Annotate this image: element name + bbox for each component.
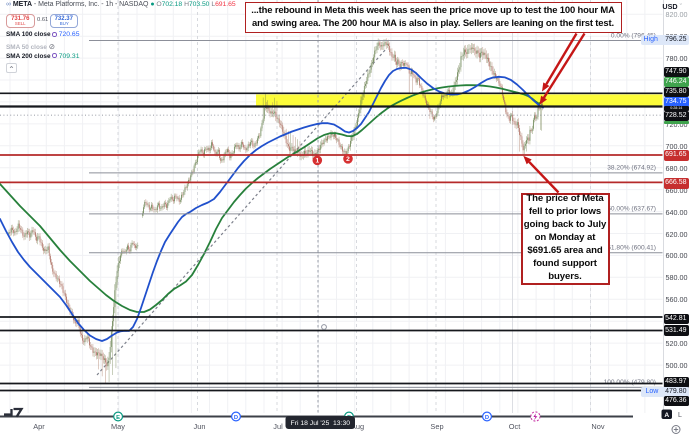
svg-text:38.20% (674.92): 38.20% (674.92) [607, 165, 656, 172]
svg-text:Jul: Jul [273, 422, 283, 431]
svg-text:L: L [678, 412, 682, 419]
svg-text:100.00% (479.80): 100.00% (479.80) [604, 379, 656, 386]
svg-text:A: A [664, 412, 669, 419]
svg-text:2: 2 [346, 156, 350, 163]
svg-text:D: D [485, 415, 489, 421]
svg-text:Fri 18 Jul '25 13:30: Fri 18 Jul '25 13:30 [291, 420, 351, 427]
svg-text:Nov: Nov [591, 422, 604, 431]
svg-text:0.00% (796.45): 0.00% (796.45) [611, 32, 656, 39]
svg-text:1: 1 [315, 158, 319, 165]
svg-text:Aug: Aug [351, 422, 364, 431]
svg-text:Oct: Oct [509, 422, 521, 431]
svg-text:Sep: Sep [430, 422, 443, 431]
svg-text:May: May [111, 422, 125, 431]
svg-text:D: D [234, 415, 238, 421]
svg-text:50.00% (637.67): 50.00% (637.67) [607, 206, 656, 213]
svg-text:61.80% (600.41): 61.80% (600.41) [607, 245, 656, 252]
svg-text:Jun: Jun [194, 422, 206, 431]
svg-text:Apr: Apr [33, 422, 45, 431]
svg-text:E: E [116, 415, 120, 421]
